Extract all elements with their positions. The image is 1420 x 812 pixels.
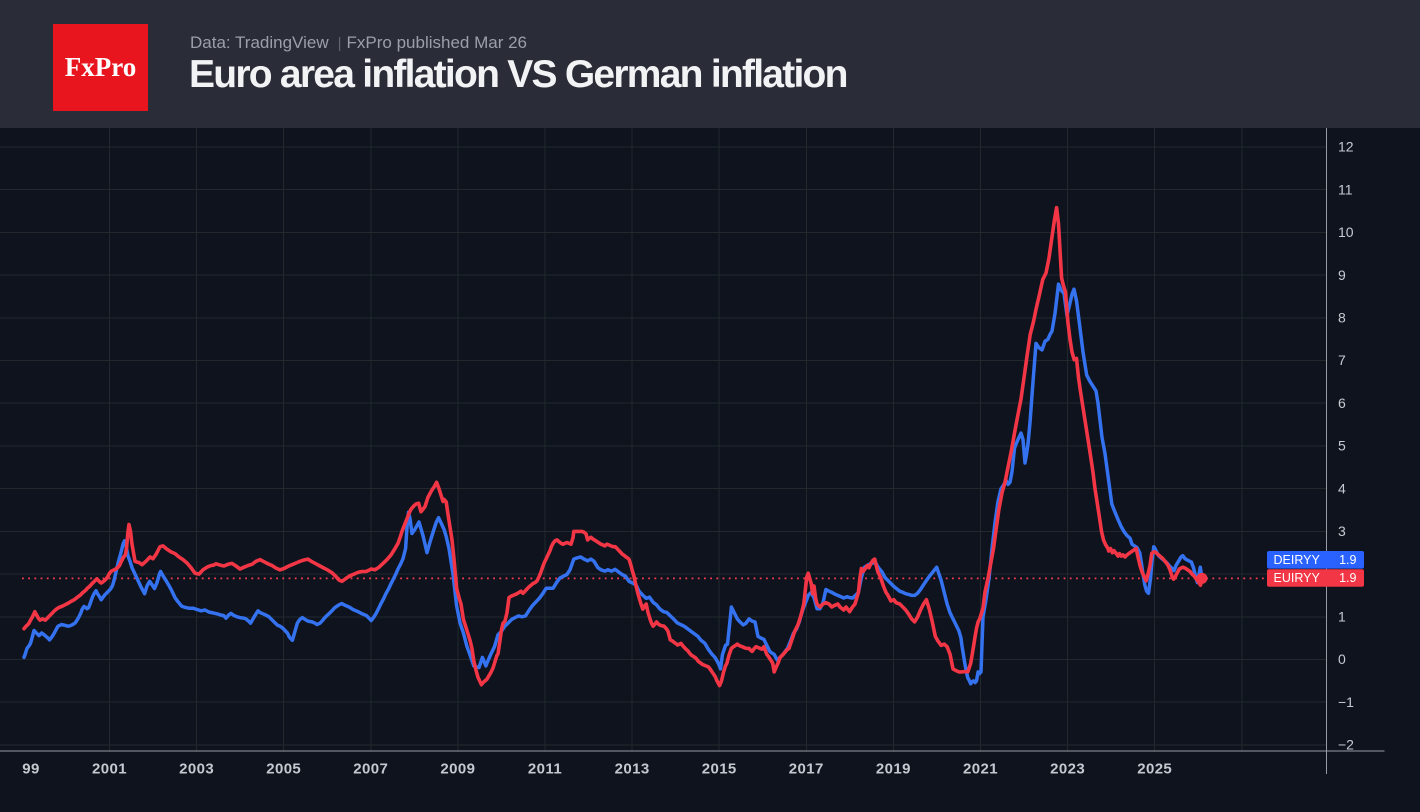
svg-text:−1: −1 bbox=[1338, 694, 1354, 710]
svg-text:8: 8 bbox=[1338, 310, 1346, 326]
svg-text:2007: 2007 bbox=[353, 761, 388, 778]
svg-text:2015: 2015 bbox=[702, 761, 737, 778]
svg-text:−2: −2 bbox=[1338, 737, 1354, 753]
svg-text:1.9: 1.9 bbox=[1339, 553, 1356, 567]
svg-text:2003: 2003 bbox=[179, 761, 214, 778]
svg-text:11: 11 bbox=[1338, 181, 1353, 197]
svg-text:4: 4 bbox=[1338, 480, 1346, 496]
svg-text:5: 5 bbox=[1338, 438, 1346, 454]
svg-text:6: 6 bbox=[1338, 395, 1346, 411]
svg-text:2025: 2025 bbox=[1137, 761, 1172, 778]
svg-text:2009: 2009 bbox=[440, 761, 475, 778]
svg-text:2021: 2021 bbox=[963, 761, 998, 778]
svg-text:2013: 2013 bbox=[615, 761, 650, 778]
svg-text:2023: 2023 bbox=[1050, 761, 1085, 778]
svg-text:2019: 2019 bbox=[876, 761, 911, 778]
svg-text:0: 0 bbox=[1338, 651, 1346, 667]
svg-text:7: 7 bbox=[1338, 352, 1346, 368]
svg-text:10: 10 bbox=[1338, 224, 1354, 240]
svg-text:2005: 2005 bbox=[266, 761, 301, 778]
svg-text:1.9: 1.9 bbox=[1339, 571, 1356, 585]
svg-text:EUIRYY: EUIRYY bbox=[1274, 571, 1321, 585]
svg-text:3: 3 bbox=[1338, 523, 1346, 539]
svg-text:DEIRYY: DEIRYY bbox=[1274, 553, 1321, 567]
svg-text:2011: 2011 bbox=[528, 761, 562, 778]
svg-text:1: 1 bbox=[1338, 609, 1346, 625]
svg-text:2017: 2017 bbox=[789, 761, 824, 778]
svg-text:12: 12 bbox=[1338, 139, 1354, 155]
svg-text:99: 99 bbox=[22, 761, 40, 778]
svg-text:2001: 2001 bbox=[92, 761, 127, 778]
svg-text:9: 9 bbox=[1338, 267, 1346, 283]
